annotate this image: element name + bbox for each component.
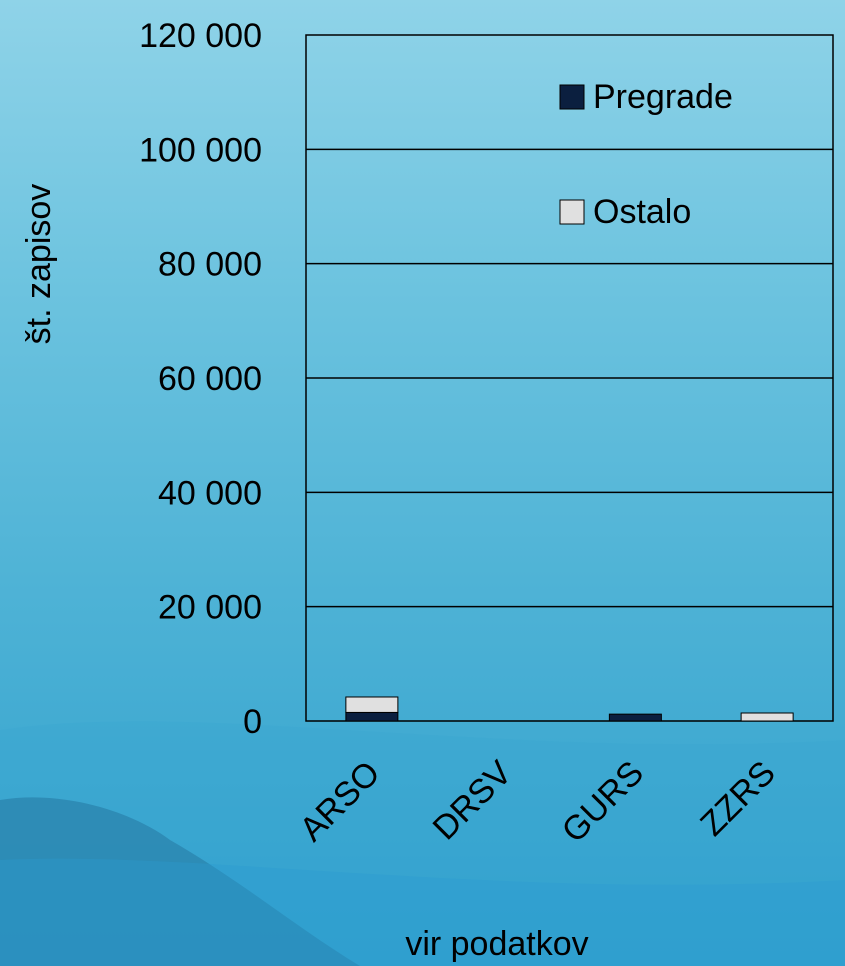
y-tick-label: 40 000 — [158, 474, 262, 512]
legend-swatch — [559, 199, 585, 225]
y-axis-label: št. zapisov — [20, 184, 58, 345]
legend-label: Pregrade — [593, 78, 733, 116]
legend-swatch — [559, 84, 585, 110]
legend-label: Ostalo — [593, 193, 691, 231]
bars — [345, 696, 794, 722]
gridlines — [306, 148, 833, 608]
y-tick-label: 60 000 — [158, 360, 262, 398]
y-tick-label: 20 000 — [158, 589, 262, 627]
y-tick-label: 120 000 — [139, 17, 262, 55]
bar-ostalo-zzrs — [740, 712, 794, 722]
x-axis-label: vir podatkov — [405, 925, 588, 963]
bar-pregrade-gurs — [608, 713, 662, 722]
y-tick-label: 80 000 — [158, 246, 262, 284]
bar-ostalo-arso — [345, 696, 399, 713]
y-tick-label: 100 000 — [139, 131, 262, 169]
plot-area — [305, 34, 834, 722]
y-tick-label: 0 — [243, 703, 262, 741]
bar-pregrade-arso — [345, 711, 399, 722]
legend: Pregrade Ostalo — [559, 78, 733, 231]
y-axis-ticks: 0 20 000 40 000 60 000 80 000 100 000 120 000 — [139, 17, 262, 741]
background-waves — [0, 721, 845, 966]
